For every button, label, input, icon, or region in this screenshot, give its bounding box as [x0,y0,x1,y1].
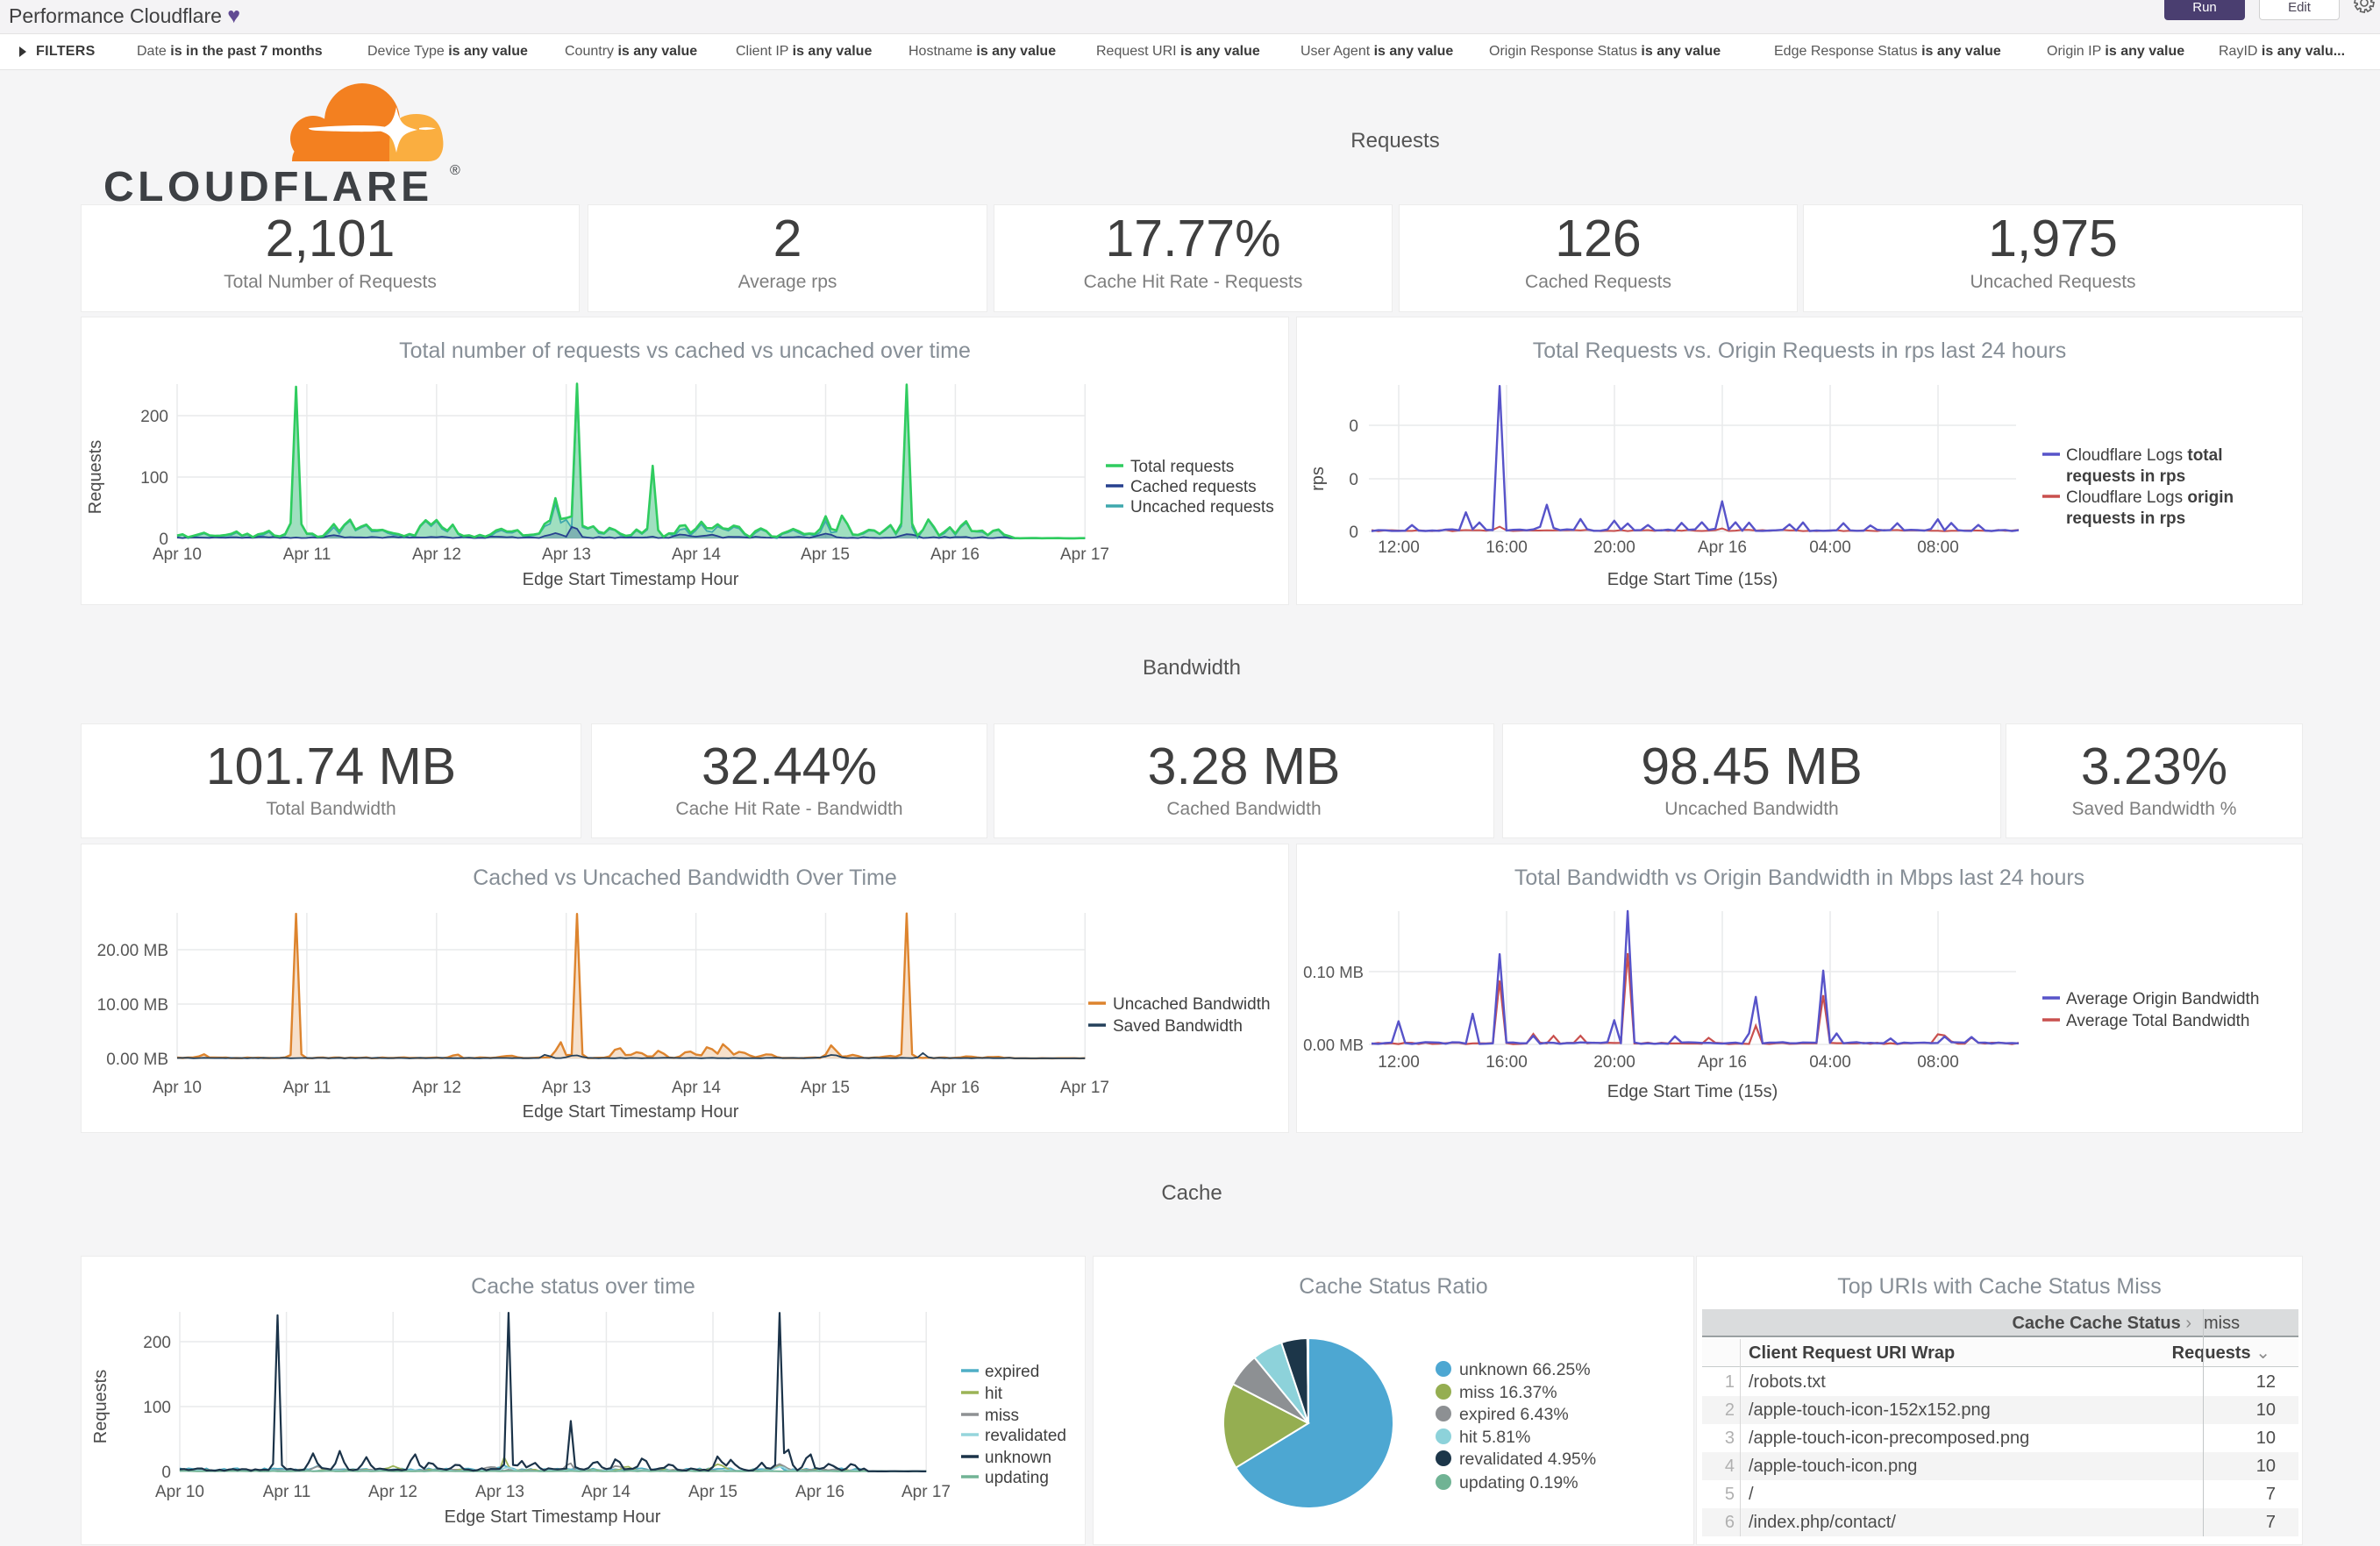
svg-text:Edge Start Time (15s): Edge Start Time (15s) [1607,1082,1778,1101]
svg-text:08:00: 08:00 [1917,538,1959,557]
svg-text:0: 0 [161,1464,171,1482]
svg-text:updating: updating [985,1469,1049,1487]
svg-text:Apr 10: Apr 10 [153,545,202,564]
svg-text:Apr 16: Apr 16 [1698,538,1747,557]
svg-text:requests in rps: requests in rps [2066,509,2185,528]
svg-text:Cloudflare Logs total: Cloudflare Logs total [2066,446,2222,465]
svg-text:CLOUDFLARE: CLOUDFLARE [103,164,433,205]
svg-text:16:00: 16:00 [1486,1053,1528,1072]
svg-text:Total requests: Total requests [1130,458,1234,476]
svg-text:Apr 12: Apr 12 [412,545,461,564]
svg-text:miss: miss [985,1407,1019,1425]
svg-text:Apr 17: Apr 17 [1060,1079,1109,1097]
svg-text:Average Total Bandwidth: Average Total Bandwidth [2066,1012,2250,1030]
svg-text:Apr 15: Apr 15 [801,545,850,564]
svg-text:0: 0 [159,531,168,549]
svg-text:Edge Start Timestamp Hour: Edge Start Timestamp Hour [523,1102,739,1122]
svg-text:Apr 12: Apr 12 [368,1483,417,1501]
svg-text:200: 200 [140,408,168,426]
svg-text:unknown 66.25%: unknown 66.25% [1459,1360,1591,1379]
svg-text:Average Origin Bandwidth: Average Origin Bandwidth [2066,990,2259,1008]
svg-text:revalidated 4.95%: revalidated 4.95% [1459,1450,1596,1469]
svg-text:Edge Start Time (15s): Edge Start Time (15s) [1607,570,1778,589]
svg-text:Edge Start Timestamp Hour: Edge Start Timestamp Hour [523,570,739,589]
svg-text:®: ® [450,163,460,178]
svg-text:20:00: 20:00 [1593,538,1635,557]
svg-text:requests in rps: requests in rps [2066,467,2185,486]
svg-text:20:00: 20:00 [1593,1053,1635,1072]
svg-text:rps: rps [1308,467,1328,491]
svg-text:Apr 11: Apr 11 [283,545,331,564]
svg-text:12:00: 12:00 [1378,538,1420,557]
svg-text:Apr 14: Apr 14 [672,545,721,564]
svg-text:Apr 15: Apr 15 [688,1483,738,1501]
svg-text:Apr 14: Apr 14 [672,1079,721,1097]
svg-text:Apr 11: Apr 11 [283,1079,331,1097]
svg-text:Apr 12: Apr 12 [412,1079,461,1097]
svg-text:100: 100 [140,469,168,488]
svg-text:Requests: Requests [91,1370,110,1444]
svg-text:Cached requests: Cached requests [1130,478,1257,496]
svg-text:0.10 MB: 0.10 MB [1303,963,1364,981]
svg-text:12:00: 12:00 [1378,1053,1420,1072]
svg-text:revalidated: revalidated [985,1427,1066,1445]
svg-text:Apr 16: Apr 16 [930,1079,980,1097]
svg-text:expired 6.43%: expired 6.43% [1459,1405,1569,1424]
svg-text:Apr 13: Apr 13 [542,545,591,564]
svg-text:miss 16.37%: miss 16.37% [1459,1383,1557,1402]
svg-text:Apr 10: Apr 10 [155,1483,204,1501]
svg-text:Apr 13: Apr 13 [475,1483,524,1501]
svg-text:Apr 14: Apr 14 [581,1483,631,1501]
svg-text:hit 5.81%: hit 5.81% [1459,1428,1530,1447]
svg-text:updating 0.19%: updating 0.19% [1459,1473,1578,1493]
svg-text:20.00 MB: 20.00 MB [97,942,168,960]
svg-text:Apr 11: Apr 11 [263,1483,311,1501]
svg-text:Cloudflare Logs origin: Cloudflare Logs origin [2066,488,2234,507]
svg-text:Uncached requests: Uncached requests [1130,498,1274,517]
svg-text:Apr 17: Apr 17 [1060,545,1109,564]
svg-text:0: 0 [1349,417,1358,436]
svg-text:Requests: Requests [86,440,105,515]
svg-text:0.00 MB: 0.00 MB [106,1051,168,1069]
svg-text:Saved Bandwidth: Saved Bandwidth [1113,1017,1243,1036]
svg-text:16:00: 16:00 [1486,538,1528,557]
svg-text:10.00 MB: 10.00 MB [97,996,168,1015]
svg-text:0: 0 [1349,524,1358,542]
svg-text:08:00: 08:00 [1917,1053,1959,1072]
svg-text:0.00 MB: 0.00 MB [1303,1036,1364,1054]
svg-text:Apr 16: Apr 16 [1698,1053,1747,1072]
svg-text:04:00: 04:00 [1809,538,1851,557]
svg-text:Apr 13: Apr 13 [542,1079,591,1097]
svg-text:unknown: unknown [985,1449,1051,1467]
svg-text:04:00: 04:00 [1809,1053,1851,1072]
svg-text:Apr 17: Apr 17 [901,1483,951,1501]
svg-text:Edge Start Timestamp Hour: Edge Start Timestamp Hour [445,1507,661,1527]
svg-text:hit: hit [985,1385,1003,1403]
svg-text:200: 200 [143,1334,171,1352]
svg-text:expired: expired [985,1363,1039,1381]
svg-text:100: 100 [143,1399,171,1417]
svg-text:Apr 16: Apr 16 [930,545,980,564]
svg-text:Apr 10: Apr 10 [153,1079,202,1097]
svg-text:Uncached Bandwidth: Uncached Bandwidth [1113,995,1271,1014]
svg-text:Apr 16: Apr 16 [795,1483,844,1501]
svg-text:Apr 15: Apr 15 [801,1079,850,1097]
svg-text:0: 0 [1349,471,1358,489]
